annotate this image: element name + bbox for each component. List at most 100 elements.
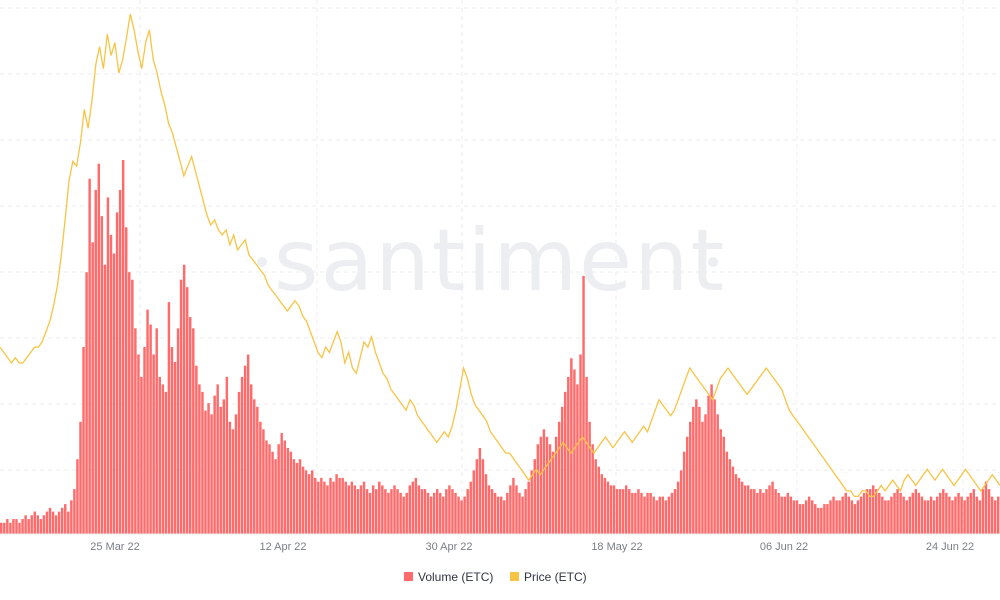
volume-bar xyxy=(628,489,631,534)
volume-bar xyxy=(981,489,985,534)
volume-bar xyxy=(365,489,369,534)
volume-bar xyxy=(920,496,924,534)
x-tick-label: 24 Jun 22 xyxy=(926,541,974,553)
volume-bar xyxy=(344,481,347,534)
volume-bar xyxy=(176,328,180,534)
volume-bar xyxy=(579,354,582,534)
volume-bar xyxy=(801,504,805,534)
volume-bar xyxy=(896,489,899,534)
x-tick-label: 18 May 22 xyxy=(591,541,642,553)
volume-bar xyxy=(30,515,33,534)
x-tick-label: 06 Jun 22 xyxy=(760,541,808,553)
volume-bar xyxy=(685,436,689,534)
volume-bar xyxy=(539,436,543,534)
volume-bar xyxy=(216,384,219,534)
volume-bar xyxy=(490,489,494,534)
volume-bar xyxy=(64,504,67,534)
volume-bar xyxy=(484,474,488,534)
volume-bar xyxy=(780,496,783,534)
volume-bar xyxy=(597,466,601,534)
volume-bar xyxy=(643,496,646,534)
volume-bar xyxy=(865,489,869,534)
volume-bar xyxy=(856,500,860,534)
volume-bar xyxy=(289,451,293,534)
volume-bar xyxy=(554,436,558,534)
volume-bar xyxy=(737,477,741,534)
volume-bar xyxy=(594,459,597,534)
volume-bar xyxy=(82,347,85,534)
volume-bar xyxy=(585,376,588,534)
volume-bar xyxy=(240,376,244,534)
volume-bars xyxy=(0,160,1000,535)
volume-bar xyxy=(615,489,619,534)
volume-bar xyxy=(966,496,969,534)
volume-bar xyxy=(350,481,354,534)
volume-bar xyxy=(164,391,168,534)
volume-bar xyxy=(768,485,771,534)
volume-bar xyxy=(786,492,790,534)
volume-bar xyxy=(759,489,762,534)
volume-bar xyxy=(381,485,384,534)
volume-bar xyxy=(399,492,402,534)
volume-bar xyxy=(695,399,698,534)
volume-bar xyxy=(984,481,988,534)
volume-bar xyxy=(661,496,665,534)
volume-bar xyxy=(722,436,726,534)
volume-bar xyxy=(152,354,155,534)
volume-bar xyxy=(378,481,381,534)
volume-bar xyxy=(783,496,786,534)
volume-bar xyxy=(637,489,640,534)
volume-bar xyxy=(161,384,165,534)
volume-bar xyxy=(396,489,399,534)
volume-bar xyxy=(631,492,634,534)
watermark-text: santiment xyxy=(274,211,727,311)
volume-bar xyxy=(182,264,186,534)
volume-bar xyxy=(734,474,738,534)
volume-bar xyxy=(576,384,579,534)
x-tick-label: 30 Apr 22 xyxy=(425,541,472,553)
volume-bar xyxy=(567,376,570,534)
volume-bar xyxy=(390,489,393,534)
volume-bar xyxy=(829,500,832,534)
volume-bar xyxy=(652,496,655,534)
volume-bar xyxy=(243,365,247,534)
volume-bar xyxy=(618,489,622,534)
volume-bar xyxy=(405,492,408,534)
volume-bar xyxy=(274,459,277,534)
volume-bar xyxy=(439,492,442,534)
volume-bar xyxy=(527,481,530,534)
volume-bar xyxy=(978,500,982,534)
volume-bar xyxy=(158,376,161,534)
volume-bar xyxy=(914,489,918,534)
volume-bar xyxy=(890,496,893,534)
volume-bar xyxy=(545,436,549,534)
volume-bar xyxy=(140,376,143,534)
volume-bar xyxy=(655,500,658,534)
volume-bar xyxy=(451,489,454,534)
volume-bar xyxy=(3,522,6,534)
volume-bar xyxy=(170,347,174,534)
volume-bar xyxy=(195,365,198,534)
volume-bar xyxy=(591,444,594,534)
volume-bar xyxy=(954,496,957,534)
volume-bar xyxy=(548,444,552,534)
volume-bar xyxy=(256,406,259,534)
volume-bar xyxy=(765,489,768,534)
volume-bar xyxy=(70,500,73,534)
volume-bar xyxy=(948,496,951,534)
volume-bar xyxy=(993,500,997,534)
volume-bar xyxy=(192,328,195,534)
volume-bar xyxy=(804,500,808,534)
volume-bar xyxy=(530,470,533,534)
volume-bar xyxy=(317,481,320,534)
volume-bar xyxy=(807,496,811,534)
volume-bar xyxy=(792,500,796,534)
volume-bar xyxy=(847,496,851,534)
volume-bar xyxy=(12,519,15,534)
volume-bar xyxy=(362,481,366,534)
volume-bar xyxy=(750,489,753,534)
legend: Volume (ETC) Price (ETC) xyxy=(404,570,587,584)
volume-bar xyxy=(234,414,238,534)
volume-bar xyxy=(707,395,710,534)
volume-bar xyxy=(634,492,637,534)
